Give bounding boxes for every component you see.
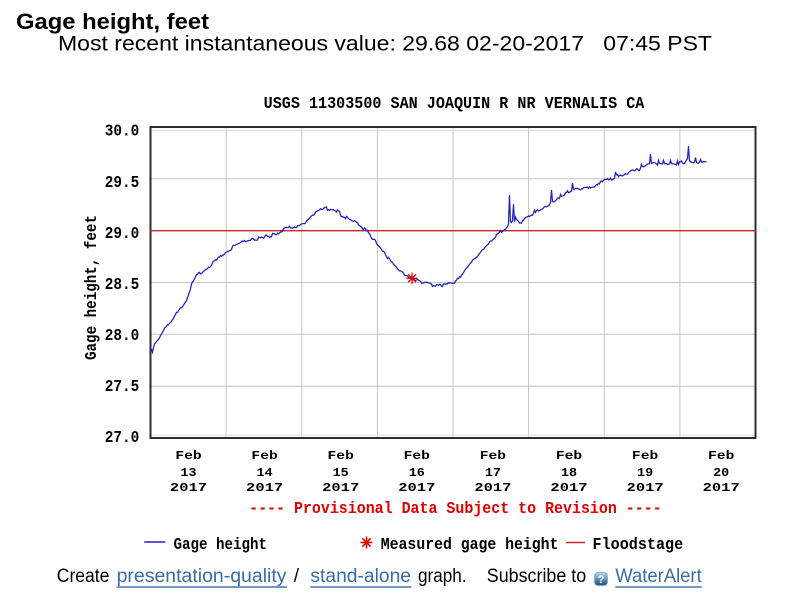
- svg-text:/: /: [294, 566, 300, 587]
- svg-text:Gage height, feet: Gage height, feet: [83, 215, 102, 360]
- svg-text:2017: 2017: [474, 481, 511, 495]
- svg-text:16: 16: [409, 466, 425, 480]
- svg-text:Feb: Feb: [175, 449, 201, 463]
- svg-text:14: 14: [257, 466, 273, 480]
- svg-text:17: 17: [485, 466, 501, 480]
- svg-text:Create: Create: [57, 566, 110, 587]
- svg-text:---- Provisional Data Subject: ---- Provisional Data Subject to Revisio…: [249, 500, 662, 519]
- svg-text:2017: 2017: [246, 481, 283, 495]
- svg-text:2017: 2017: [703, 481, 740, 495]
- svg-text:Floodstage: Floodstage: [593, 536, 684, 555]
- svg-text:Feb: Feb: [708, 449, 734, 463]
- svg-text:Feb: Feb: [251, 449, 277, 463]
- svg-text:graph.: graph.: [418, 566, 467, 587]
- svg-text:?: ?: [598, 574, 605, 586]
- svg-text:27.5: 27.5: [105, 378, 140, 397]
- svg-text:Most recent instantaneous valu: Most recent instantaneous value: 29.68 0…: [58, 33, 712, 56]
- svg-text:2017: 2017: [398, 481, 435, 495]
- svg-text:Feb: Feb: [328, 449, 354, 463]
- svg-text:Feb: Feb: [632, 449, 658, 463]
- svg-text:Gage height: Gage height: [174, 536, 268, 555]
- svg-text:20: 20: [713, 466, 729, 480]
- svg-text:2017: 2017: [170, 481, 207, 495]
- svg-text:Measured gage height: Measured gage height: [381, 536, 559, 555]
- svg-text:Subscribe to: Subscribe to: [487, 566, 586, 587]
- svg-text:30.0: 30.0: [105, 123, 140, 142]
- svg-text:29.5: 29.5: [105, 174, 140, 193]
- svg-text:19: 19: [637, 466, 653, 480]
- svg-text:2017: 2017: [550, 481, 587, 495]
- svg-text:Feb: Feb: [404, 449, 430, 463]
- svg-text:Gage height, feet: Gage height, feet: [16, 9, 210, 34]
- svg-text:13: 13: [180, 466, 196, 480]
- svg-text:18: 18: [561, 466, 577, 480]
- svg-text:stand-alone: stand-alone: [310, 566, 411, 587]
- svg-text:2017: 2017: [627, 481, 664, 495]
- svg-text:USGS 11303500 SAN JOAQUIN R NR: USGS 11303500 SAN JOAQUIN R NR VERNALIS …: [264, 95, 645, 114]
- svg-text:Feb: Feb: [480, 449, 506, 463]
- svg-text:Feb: Feb: [556, 449, 582, 463]
- svg-text:WaterAlert: WaterAlert: [615, 566, 702, 587]
- svg-text:15: 15: [333, 466, 349, 480]
- svg-text:2017: 2017: [322, 481, 359, 495]
- svg-text:presentation-quality: presentation-quality: [117, 566, 287, 587]
- svg-text:29.0: 29.0: [105, 225, 140, 244]
- svg-text:28.5: 28.5: [105, 276, 140, 295]
- svg-text:27.0: 27.0: [105, 429, 140, 448]
- svg-text:28.0: 28.0: [105, 327, 140, 346]
